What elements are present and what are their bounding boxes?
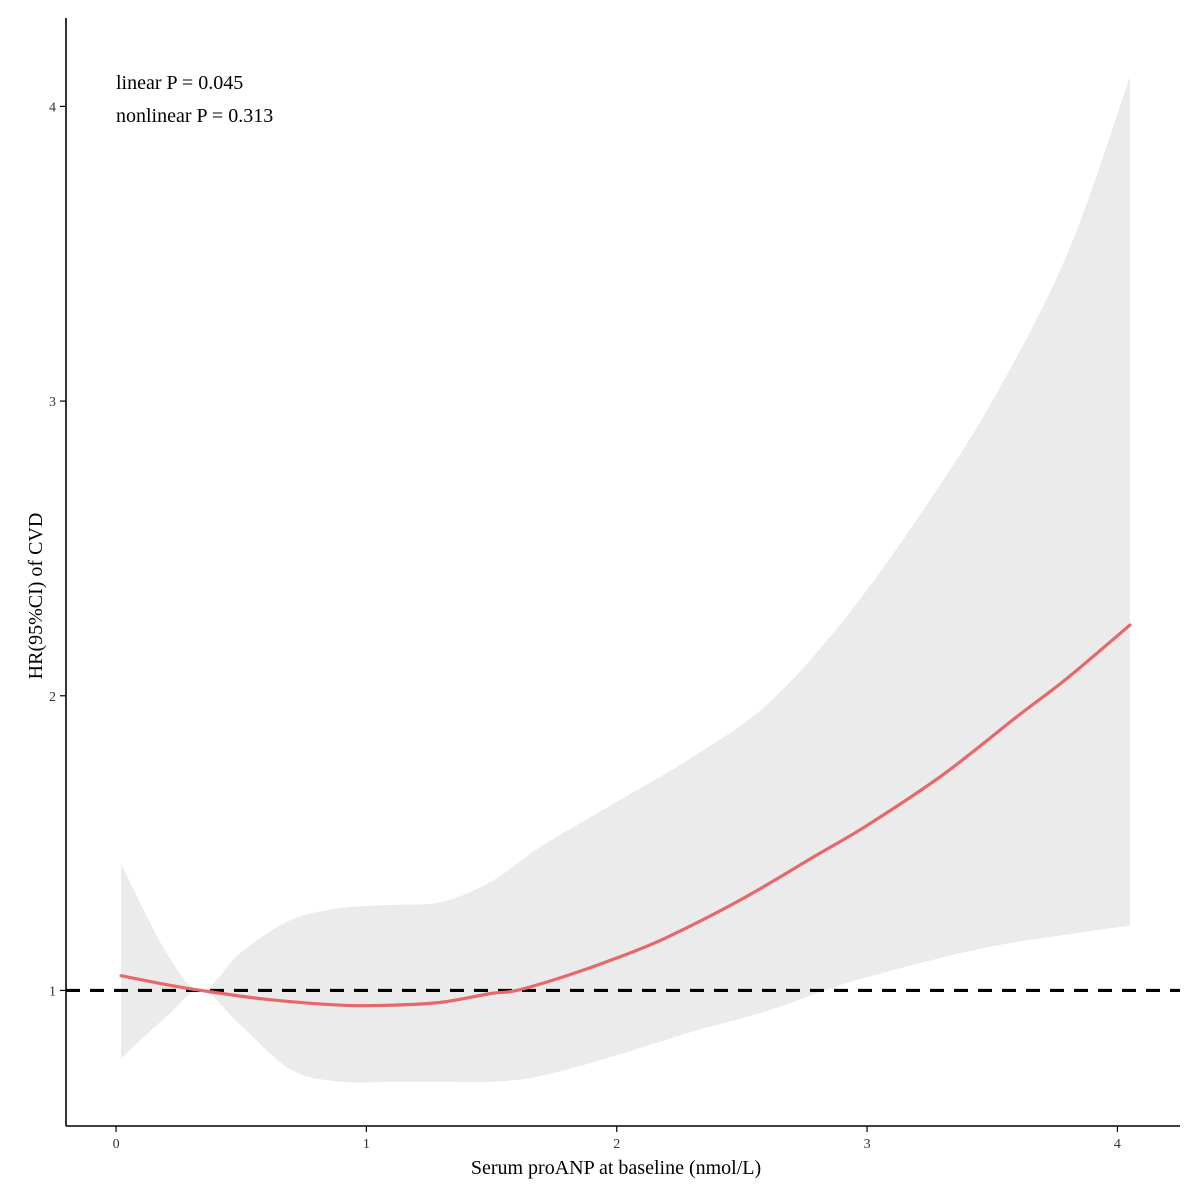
x-tick-label-4: 4 <box>1114 1137 1121 1152</box>
y-tick-label-2: 3 <box>49 395 56 410</box>
y-tick-label-1: 2 <box>49 690 56 705</box>
axes-layer: 0 1 2 3 4 1 2 3 4 <box>49 18 1180 1152</box>
y-axis-title: HR(95%CI) of CVD <box>25 513 47 680</box>
annotation-nonlinear-p: nonlinear P = 0.313 <box>116 105 273 127</box>
series-line-0 <box>119 623 1132 1008</box>
annotation-linear-p: linear P = 0.045 <box>116 72 243 94</box>
ci-band <box>121 76 1130 1083</box>
confidence-band-layer <box>121 76 1130 1083</box>
y-tick-label-3: 4 <box>49 100 56 115</box>
x-tick-label-3: 3 <box>864 1137 871 1152</box>
y-tick-label-0: 1 <box>49 984 56 999</box>
x-tick-label-1: 1 <box>363 1137 370 1152</box>
x-axis-title: Serum proANP at baseline (nmol/L) <box>471 1157 761 1179</box>
x-tick-label-0: 0 <box>113 1137 120 1152</box>
series-line-layer <box>119 623 1132 1008</box>
x-tick-label-2: 2 <box>613 1137 620 1152</box>
